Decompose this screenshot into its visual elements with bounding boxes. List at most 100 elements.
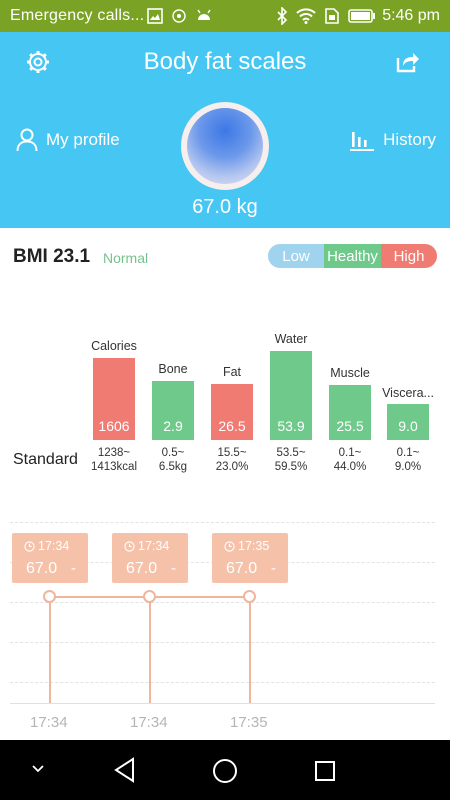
bmi-value: BMI 23.1	[13, 246, 91, 267]
grid-line	[10, 642, 435, 643]
metric-standard: 1238~ 1413kcal	[84, 446, 144, 474]
metric-standard: 0.1~ 44.0%	[320, 446, 380, 474]
timeline-entry-card[interactable]: 17:35 67.0 -	[212, 533, 288, 583]
metric-standard-max: 1413kcal	[90, 461, 138, 473]
android-icon	[197, 9, 211, 20]
bmi-scale: Low Healthy High	[268, 244, 437, 268]
metric-standard: 0.5~ 6.5kg	[143, 446, 203, 474]
avatar[interactable]	[181, 102, 269, 190]
bmi-scale-healthy: Healthy	[324, 244, 381, 268]
metric-value: 1606	[98, 418, 130, 434]
entry-weight: 67.0	[226, 560, 258, 577]
metric-value: 26.5	[218, 418, 246, 434]
metric-standard-min: 0.1~	[396, 447, 420, 459]
header: Body fat scales My profile History 67.0 …	[0, 32, 450, 228]
timeline-stem	[249, 601, 251, 703]
status-notification-text: Emergency calls...	[10, 7, 145, 24]
gear-icon[interactable]	[24, 48, 52, 76]
bmi-scale-high: High	[381, 244, 437, 268]
timeline-point[interactable]	[243, 590, 256, 603]
metric-standard: 15.5~ 23.0%	[202, 446, 262, 474]
metric-value: 9.0	[398, 418, 418, 434]
metric-label: Muscle	[330, 366, 370, 380]
entry-dash: -	[71, 560, 76, 577]
metric-standard: 53.5~ 59.5%	[261, 446, 321, 474]
bar-chart-icon	[350, 132, 375, 151]
metric-bar: 26.5	[211, 384, 253, 440]
metric-label: Water	[274, 332, 308, 346]
history-button[interactable]: History	[349, 128, 436, 152]
wifi-icon	[296, 8, 316, 24]
metric-standard-max: 59.5%	[274, 461, 308, 473]
status-system-icons	[276, 6, 376, 26]
person-icon	[16, 128, 38, 152]
timeline-point[interactable]	[143, 590, 156, 603]
back-icon[interactable]	[112, 756, 138, 784]
avatar-image	[187, 108, 263, 184]
status-bar: Emergency calls... 5:46 pm	[0, 0, 450, 32]
timeline-stem	[49, 601, 51, 703]
metric-standard-max: 44.0%	[333, 461, 367, 473]
sim-icon	[325, 8, 339, 24]
metric-label: Viscera...	[382, 386, 434, 400]
x-axis	[10, 703, 435, 704]
status-time: 5:46 pm	[382, 7, 440, 24]
clock-icon	[24, 541, 35, 552]
timeline-stem	[149, 601, 151, 703]
status-notification-icons	[147, 6, 213, 26]
grid-line	[10, 682, 435, 683]
metric-value: 53.9	[277, 418, 305, 434]
metric-standard: 0.1~ 9.0%	[378, 446, 438, 474]
metric-standard-max: 6.5kg	[158, 461, 188, 473]
entry-dash: -	[271, 560, 276, 577]
standard-label: Standard	[13, 451, 78, 468]
metric-standard-min: 53.5~	[276, 447, 306, 459]
entry-time: 17:34	[38, 539, 70, 553]
metric-bar: 53.9	[270, 351, 312, 440]
metric-standard-min: 0.1~	[338, 447, 362, 459]
home-icon[interactable]	[211, 757, 239, 785]
entry-dash: -	[171, 560, 176, 577]
grid-line	[10, 522, 435, 523]
my-profile-button[interactable]: My profile	[16, 128, 120, 152]
history-label: History	[383, 130, 436, 149]
metric-bar: 1606	[93, 358, 135, 440]
metric-bar: 2.9	[152, 381, 194, 440]
chevron-down-icon[interactable]	[30, 762, 46, 776]
metric-standard-max: 23.0%	[215, 461, 249, 473]
x-tick-label: 17:34	[130, 714, 168, 731]
timeline-entry-card[interactable]: 17:34 67.0 -	[12, 533, 88, 583]
metric-standard-max: 9.0%	[394, 461, 422, 473]
entry-weight: 67.0	[26, 560, 58, 577]
x-tick-label: 17:34	[30, 714, 68, 731]
weight-value: 67.0 kg	[192, 196, 258, 218]
metric-standard-min: 1238~	[97, 447, 131, 459]
battery-icon	[348, 9, 375, 23]
sync-icon	[172, 9, 186, 23]
bmi-status: Normal	[103, 250, 149, 266]
metric-bar: 9.0	[387, 404, 429, 440]
metric-standard-min: 15.5~	[217, 447, 247, 459]
page-title: Body fat scales	[143, 48, 307, 75]
metric-label: Calories	[91, 339, 137, 353]
metric-standard-min: 0.5~	[161, 447, 185, 459]
entry-time: 17:34	[138, 539, 170, 553]
timeline-point[interactable]	[43, 590, 56, 603]
metric-value: 2.9	[163, 418, 183, 434]
bluetooth-icon	[277, 7, 288, 25]
x-tick-label: 17:35	[230, 714, 268, 731]
entry-time: 17:35	[238, 539, 270, 553]
grid-line	[10, 602, 435, 603]
clock-icon	[224, 541, 235, 552]
share-icon[interactable]	[394, 48, 422, 76]
entry-weight: 67.0	[126, 560, 158, 577]
metric-value: 25.5	[336, 418, 364, 434]
metric-label: Bone	[158, 362, 188, 376]
metric-bar: 25.5	[329, 385, 371, 440]
my-profile-label: My profile	[46, 130, 120, 149]
timeline-entry-card[interactable]: 17:34 67.0 -	[112, 533, 188, 583]
clock-icon	[124, 541, 135, 552]
image-icon	[147, 8, 163, 24]
bmi-scale-low: Low	[268, 244, 324, 268]
recents-icon[interactable]	[313, 759, 337, 783]
